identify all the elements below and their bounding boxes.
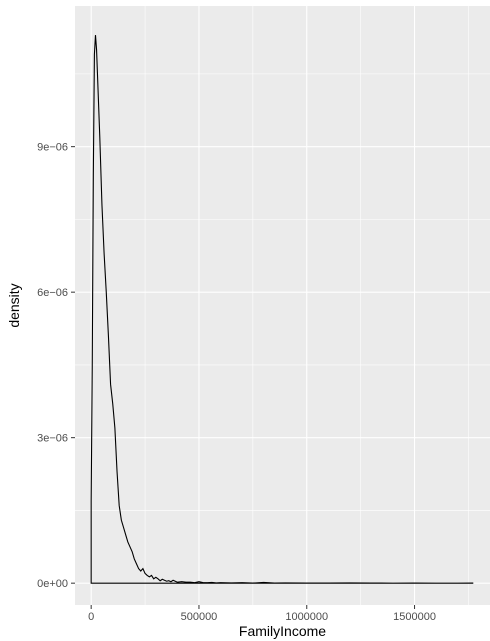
y-tick-label: 6e−06 (37, 287, 68, 299)
x-axis-title: FamilyIncome (239, 623, 326, 639)
x-tick-label: 1000000 (285, 611, 328, 623)
y-tick-label: 3e−06 (37, 433, 68, 445)
x-tick-label: 1500000 (393, 611, 436, 623)
y-axis: 0e+00 3e−06 6e−06 9e−06 (37, 142, 75, 590)
plot-panel (75, 6, 490, 605)
y-axis-title: density (6, 283, 22, 327)
y-tick-label: 9e−06 (37, 142, 68, 154)
density-curve (90, 35, 474, 584)
x-tick-label: 500000 (181, 611, 218, 623)
minor-gridlines (75, 6, 490, 605)
x-axis: 0 500000 1000000 1500000 (88, 605, 436, 623)
x-tick-label: 0 (88, 611, 94, 623)
y-tick-label: 0e+00 (37, 578, 68, 590)
